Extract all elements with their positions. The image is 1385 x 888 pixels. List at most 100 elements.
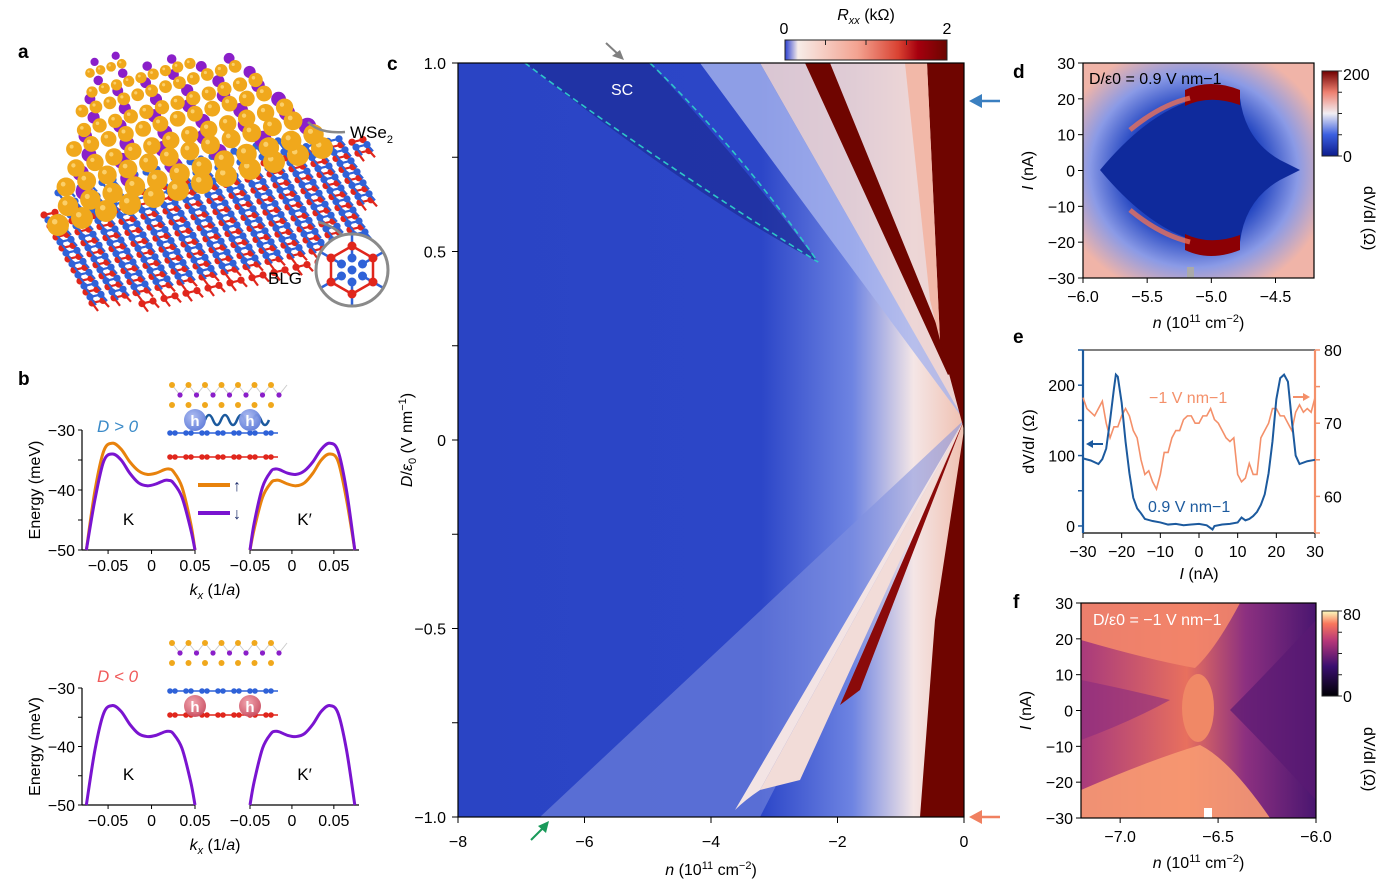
carbon-atom [128, 233, 136, 241]
carbon-atom [268, 712, 274, 718]
carbon-atom [276, 186, 284, 194]
selenium-atom [162, 131, 180, 150]
carbon-atom [62, 249, 70, 257]
carbon-atom [221, 199, 229, 207]
selenium-atom [236, 143, 257, 165]
selenium-atom [100, 131, 117, 147]
x-tick-label: 0 [147, 813, 156, 830]
carbon-atom [277, 211, 285, 219]
carbon-atom [343, 195, 351, 203]
selenium-atom [268, 640, 274, 646]
selenium-atom [159, 80, 172, 94]
carbon-atom [315, 189, 323, 197]
carbon-atom [281, 266, 289, 274]
carbon-atom [205, 215, 213, 223]
carbon-atom [326, 253, 336, 263]
x-axis-label: n (1011 cm−2) [665, 860, 757, 879]
carbon-atom [349, 206, 357, 214]
x-axis-label: I (nA) [1179, 566, 1218, 583]
x-tick-label: −2 [828, 834, 846, 851]
panel-label-e: e [1013, 327, 1024, 348]
carbon-atom [255, 216, 263, 224]
y-axis-label: Energy (meV) [27, 697, 44, 796]
carbon-atom [220, 688, 226, 694]
tungsten-atom [243, 392, 249, 398]
carbon-atom [79, 257, 87, 265]
selenium-atom [123, 109, 138, 124]
carbon-atom [215, 454, 221, 460]
y-tick-label: 0.5 [424, 245, 446, 262]
carbon-atom [359, 136, 367, 144]
selenium-atom [139, 153, 159, 173]
panel-e-linecuts: −30 −20 −10 0 10 20 30 0 100 200 60 70 80 I (nA) dV/dI… [1021, 343, 1342, 583]
carbon-atom [268, 430, 274, 436]
tungsten-atom [166, 54, 177, 64]
carbon-atom [355, 217, 363, 225]
y-tick-label: 30 [1057, 56, 1075, 73]
band-curve-spin-down [248, 441, 357, 551]
selenium-atom [215, 165, 237, 187]
selenium-atom [66, 141, 82, 157]
selenium-atom [185, 660, 192, 666]
selenium-atom [268, 402, 274, 408]
carbon-atom [263, 712, 269, 718]
carbon-atom [215, 281, 223, 289]
selenium-atom [75, 104, 89, 118]
y-tick-label: 0 [1064, 704, 1073, 721]
x-tick-label: 0.05 [318, 813, 349, 830]
selenium-atom [221, 129, 241, 149]
e-label-orange: −1 V nm−1 [1149, 390, 1227, 407]
carbon-atom [117, 236, 125, 244]
carbon-atom [368, 277, 378, 287]
y-tick-label: 0 [1066, 164, 1075, 181]
carbon-atom [247, 688, 253, 694]
selenium-atom [85, 68, 95, 78]
y-tick-label: 20 [1055, 632, 1073, 649]
carbon-atom [347, 289, 357, 299]
y-axis-label: D/ε0 (V nm−1) [397, 393, 419, 487]
carbon-atom [107, 263, 115, 271]
carbon-atom [338, 209, 346, 217]
carbon-atom [280, 148, 288, 156]
selenium-atom [228, 59, 242, 73]
carbon-atom [325, 162, 333, 170]
selenium-atom [76, 122, 92, 138]
selenium-atom [71, 207, 93, 229]
x-tick-label: −0.05 [88, 558, 129, 575]
carbon-atom [218, 262, 226, 270]
selenium-atom [97, 165, 117, 185]
right-axis-arrow [1293, 393, 1310, 401]
selenium-atom [89, 100, 103, 114]
carbon-atom [228, 235, 236, 243]
carbon-atom [347, 253, 357, 263]
carbon-atom [331, 173, 339, 181]
y-tick-label: −20 [1048, 235, 1075, 252]
carbon-atom [193, 287, 201, 295]
x-tick-label: −20 [1108, 544, 1135, 561]
panel-label-d: d [1013, 62, 1025, 83]
legend-spin-up-arrow: ↑ [233, 478, 241, 495]
tungsten-atom [210, 392, 216, 398]
carbon-atom [273, 249, 281, 257]
carbon-atom [347, 277, 357, 287]
selenium-atom [258, 137, 280, 158]
carbon-atom [236, 454, 242, 460]
selenium-atom [275, 98, 294, 116]
selenium-atom [124, 176, 146, 197]
upper-dark-stripe [805, 63, 955, 375]
selenium-atom [56, 177, 76, 197]
carbon-atom [151, 253, 159, 261]
carbon-atom [172, 223, 180, 231]
carbon-atom [260, 202, 268, 210]
d-annotation: D/ε0 = 0.9 V nm−1 [1089, 71, 1222, 88]
hole-label: h [245, 699, 254, 716]
selenium-atom [57, 195, 79, 217]
carbon-atom [222, 224, 230, 232]
carbon-atom [138, 300, 146, 308]
selenium-atom [110, 79, 123, 91]
blg-stacking-zoom-inset [316, 234, 388, 306]
sc-region [525, 63, 818, 262]
